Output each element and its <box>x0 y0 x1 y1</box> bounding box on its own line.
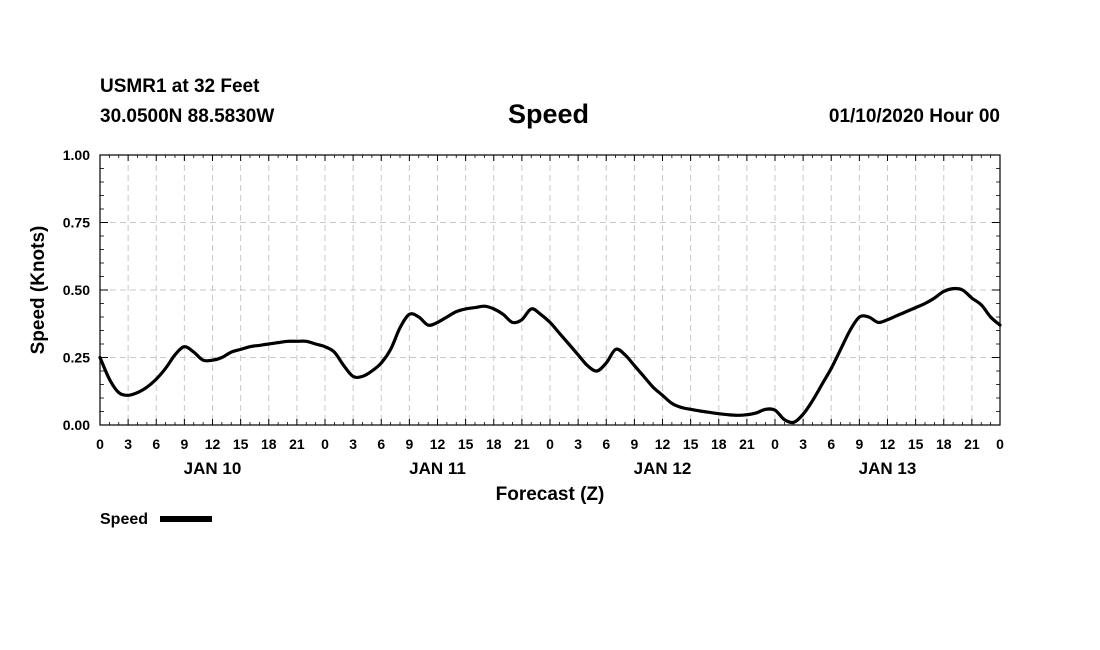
x-axis-label: Forecast (Z) <box>496 484 605 505</box>
x-tick-label: 0 <box>321 436 329 452</box>
x-tick-label: 12 <box>880 436 896 452</box>
x-tick-labels: 0 3 6 9 12 15 18 21 0 3 6 9 12 15 18 21 0 3 6 9 12 15 18 21 0 3 6 9… <box>96 436 1004 452</box>
y-axis-label: Speed (Knots) <box>28 226 49 355</box>
speed-series-line <box>98 286 1002 425</box>
x-tick-label: 21 <box>514 436 530 452</box>
x-tick-label: 15 <box>908 436 924 452</box>
x-tick-label: 21 <box>739 436 755 452</box>
x-tick-label: 15 <box>458 436 474 452</box>
x-tick-label: 12 <box>430 436 446 452</box>
day-label: JAN 11 <box>409 459 466 478</box>
gridlines <box>100 155 1000 425</box>
x-tick-label: 15 <box>233 436 249 452</box>
x-tick-label: 9 <box>180 436 188 452</box>
x-tick-label: 18 <box>261 436 277 452</box>
day-label: JAN 13 <box>859 459 917 478</box>
datetime-label: 01/10/2020 Hour 00 <box>828 106 1000 127</box>
x-tick-label: 9 <box>855 436 863 452</box>
x-tick-label: 0 <box>996 436 1004 452</box>
x-tick-label: 0 <box>546 436 554 452</box>
y-tick-label: 0.75 <box>63 215 90 231</box>
day-labels: JAN 10 JAN 11 JAN 12 JAN 13 <box>184 459 917 478</box>
legend-swatch <box>160 516 212 522</box>
x-tick-label: 18 <box>936 436 952 452</box>
x-tick-label: 6 <box>152 436 160 452</box>
legend-label: Speed <box>100 511 148 528</box>
x-tick-label: 3 <box>799 436 807 452</box>
x-tick-label: 3 <box>124 436 132 452</box>
station-label: USMR1 at 32 Feet <box>100 76 260 97</box>
x-tick-label: 21 <box>964 436 980 452</box>
y-tick-label: 0.50 <box>63 282 90 298</box>
x-tick-label: 9 <box>630 436 638 452</box>
x-tick-label: 12 <box>205 436 221 452</box>
x-tick-label: 0 <box>96 436 104 452</box>
day-label: JAN 10 <box>184 459 242 478</box>
plot-frame <box>99 154 1001 426</box>
x-tick-label: 9 <box>405 436 413 452</box>
location-label: 30.0500N 88.5830W <box>100 106 275 127</box>
y-tick-labels: 0.00 0.25 0.50 0.75 1.00 <box>63 147 90 433</box>
x-tick-label: 6 <box>377 436 385 452</box>
x-tick-label: 3 <box>574 436 582 452</box>
x-tick-label: 15 <box>683 436 699 452</box>
x-tick-label: 0 <box>771 436 779 452</box>
x-tick-label: 18 <box>711 436 727 452</box>
x-tick-label: 6 <box>827 436 835 452</box>
x-tick-label: 6 <box>602 436 610 452</box>
x-tick-label: 12 <box>655 436 671 452</box>
x-tick-label: 21 <box>289 436 305 452</box>
x-tick-label: 18 <box>486 436 502 452</box>
y-tick-label: 1.00 <box>63 147 90 163</box>
chart-title: Speed <box>508 99 590 129</box>
y-tick-label: 0.00 <box>63 417 90 433</box>
x-tick-label: 3 <box>349 436 357 452</box>
day-label: JAN 12 <box>634 459 692 478</box>
y-tick-label: 0.25 <box>63 350 90 366</box>
